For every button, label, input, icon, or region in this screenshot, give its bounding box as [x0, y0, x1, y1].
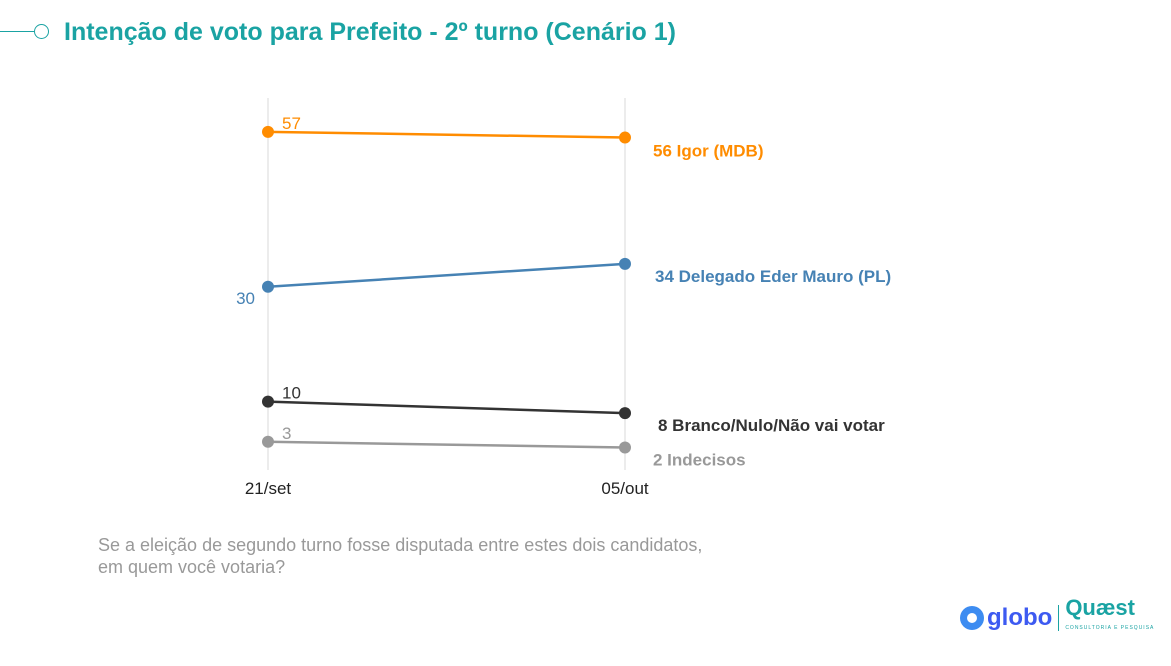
- survey-question: Se a eleição de segundo turno fosse disp…: [98, 535, 703, 577]
- quaest-text: Quæst: [1065, 595, 1135, 620]
- title-decoration-line: [0, 31, 34, 32]
- globo-icon: [960, 606, 984, 630]
- end-series-label: 8 Branco/Nulo/Não vai votar: [658, 416, 885, 435]
- data-point: [619, 257, 631, 270]
- series-line: [267, 130, 626, 139]
- start-value-label: 57: [282, 114, 301, 133]
- data-point: [262, 435, 274, 448]
- series-line: [267, 440, 626, 449]
- data-point: [262, 395, 274, 408]
- logo-divider: [1058, 605, 1060, 631]
- page-title: Intenção de voto para Prefeito - 2º turn…: [64, 18, 676, 46]
- end-series-label: 34 Delegado Eder Mauro (PL): [655, 267, 891, 286]
- data-point: [262, 125, 274, 138]
- quaest-logo: Quæst CONSULTORIA E PESQUISA: [1065, 595, 1155, 638]
- x-tick-label: 05/out: [601, 479, 649, 498]
- logos: globo Quæst CONSULTORIA E PESQUISA: [960, 595, 1155, 638]
- data-point: [619, 131, 631, 144]
- start-value-label: 3: [282, 424, 291, 443]
- globo-text: globo: [987, 604, 1053, 631]
- data-point: [619, 407, 631, 420]
- start-value-label: 30: [236, 289, 255, 308]
- title-decoration-circle-icon: [34, 24, 49, 39]
- x-tick-label: 21/set: [245, 479, 292, 498]
- globo-logo: globo: [960, 604, 1052, 632]
- data-point: [619, 441, 631, 454]
- start-value-label: 10: [282, 384, 301, 403]
- end-series-label: 2 Indecisos: [653, 451, 746, 470]
- data-point: [262, 280, 274, 293]
- end-series-label: 56 Igor (MDB): [653, 142, 764, 161]
- quaest-subtitle: CONSULTORIA E PESQUISA: [1065, 625, 1155, 631]
- series-line: [267, 400, 626, 415]
- series-line: [267, 262, 626, 289]
